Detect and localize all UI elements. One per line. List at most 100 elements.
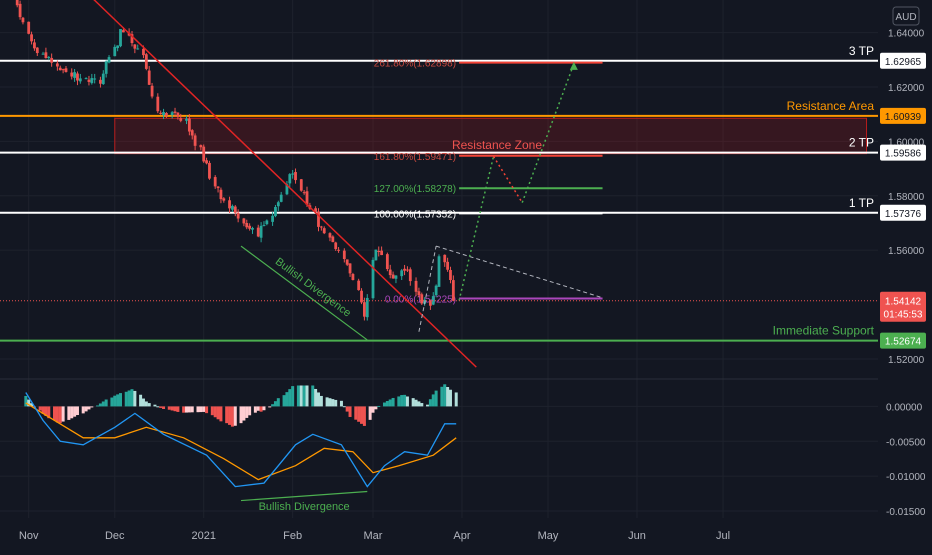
divergence-line-macd[interactable] — [240, 490, 368, 502]
macd-histogram-bar — [362, 406, 366, 426]
candle-body — [322, 228, 326, 234]
candle-body — [420, 294, 424, 304]
macd-histogram-bar — [228, 406, 232, 425]
macd-histogram-bar — [90, 406, 94, 408]
price-tick-label: 1.62000 — [888, 83, 925, 94]
candle-body — [434, 285, 438, 296]
candle-body — [147, 70, 151, 85]
candle-body — [199, 145, 203, 148]
macd-histogram-bar — [55, 406, 59, 423]
macd-histogram-bar — [311, 385, 315, 407]
macd-histogram-bar — [144, 401, 148, 407]
candle-body — [262, 224, 266, 226]
macd-histogram-bar — [119, 393, 123, 407]
macd-histogram-bar — [276, 398, 280, 407]
divergence-line-price[interactable] — [240, 245, 368, 341]
candle-body — [365, 297, 369, 318]
macd-histogram-bar — [75, 406, 79, 416]
macd-histogram-bar — [219, 406, 223, 422]
macd-tick-label: 0.00000 — [886, 402, 923, 413]
price-tag-tp2-text: 1.59586 — [885, 149, 922, 160]
triangle-line[interactable] — [435, 245, 603, 299]
candle-body — [107, 57, 111, 63]
macd-histogram-bar — [391, 397, 395, 407]
candle-body — [374, 249, 378, 261]
candle-body — [348, 263, 352, 274]
resistance-zone-label: Resistance Zone — [452, 138, 542, 152]
macd-histogram-bar — [44, 406, 48, 416]
macd-histogram-bar — [176, 406, 180, 412]
divergence-label-macd: Bullish Divergence — [259, 501, 350, 513]
projection-arrow-icon — [569, 61, 578, 70]
macd-histogram-bar — [162, 406, 166, 409]
time-tick-label: 2021 — [191, 530, 215, 542]
candle-body — [294, 172, 297, 181]
candle-body — [64, 68, 68, 72]
macd-histogram-bar — [242, 406, 246, 421]
macd-histogram-bar — [411, 398, 415, 407]
currency-badge[interactable] — [892, 6, 920, 26]
candle-body — [121, 30, 125, 33]
price-scale-background[interactable] — [878, 0, 932, 550]
macd-histogram-bar — [96, 405, 100, 407]
candle-body — [288, 174, 292, 184]
price-tag-immediate-support — [880, 332, 926, 349]
candle-body — [208, 162, 211, 179]
descending-trendline[interactable] — [69, 0, 477, 368]
time-scale-background[interactable] — [0, 521, 878, 550]
macd-histogram-bar — [371, 406, 375, 413]
price-tag-resistance-area-text: 1.60939 — [885, 112, 922, 123]
macd-histogram-bar — [38, 406, 42, 411]
candle-body — [417, 291, 421, 296]
macd-histogram-bar — [58, 406, 62, 424]
macd-histogram-bar — [41, 406, 45, 414]
candle-body — [328, 233, 332, 238]
candle-body — [451, 280, 455, 301]
candle-body — [216, 186, 220, 189]
candle-body — [170, 112, 174, 116]
macd-histogram-bar — [348, 406, 352, 417]
time-tick-label: Nov — [19, 530, 39, 542]
macd-histogram-bar — [196, 406, 200, 413]
macd-histogram-bar — [53, 406, 57, 421]
macd-histogram-bar — [230, 406, 234, 427]
macd-histogram-bar — [30, 403, 34, 407]
macd-histogram-bar — [454, 392, 458, 407]
macd-histogram-bar — [316, 392, 320, 407]
candle-body — [360, 290, 363, 303]
macd-histogram-bar — [420, 403, 424, 407]
candle-body — [446, 261, 450, 270]
candle-body — [44, 52, 48, 59]
macd-histogram-bar — [328, 398, 332, 407]
macd-histogram-bar — [70, 406, 74, 419]
horizontal-levels[interactable]: 3 TP Resistance Area 2 TP 1 TP Immediate Sup… — [0, 44, 878, 342]
candle-body — [185, 118, 188, 121]
macd-histogram-bar — [153, 404, 157, 407]
macd-histogram-bar — [426, 404, 430, 407]
macd-tick-label: -0.01500 — [886, 507, 926, 518]
price-tag-tp1-text: 1.57376 — [885, 209, 922, 220]
macd-histogram-bar — [205, 406, 209, 414]
macd-histogram-bar — [440, 386, 444, 407]
triangle-line[interactable] — [418, 246, 437, 332]
macd-histogram-bar — [225, 406, 229, 424]
candle-body — [449, 270, 452, 281]
candle-body — [271, 215, 274, 222]
candle-body — [236, 212, 240, 219]
candle-body — [27, 21, 31, 34]
macd-histogram-bar — [448, 389, 452, 407]
macd-histogram-bar — [259, 406, 263, 412]
macd-histogram-bar — [273, 401, 277, 407]
candle-body — [150, 85, 154, 97]
macd-histogram-bar — [446, 387, 450, 407]
macd-histogram-bar — [245, 406, 249, 418]
macd-histogram-bar — [187, 406, 191, 413]
candle-body — [84, 78, 88, 80]
candle-body — [179, 118, 183, 121]
projection-path[interactable] — [492, 155, 523, 203]
macd-tick-label: -0.01000 — [886, 472, 926, 483]
candle-body — [371, 259, 375, 299]
